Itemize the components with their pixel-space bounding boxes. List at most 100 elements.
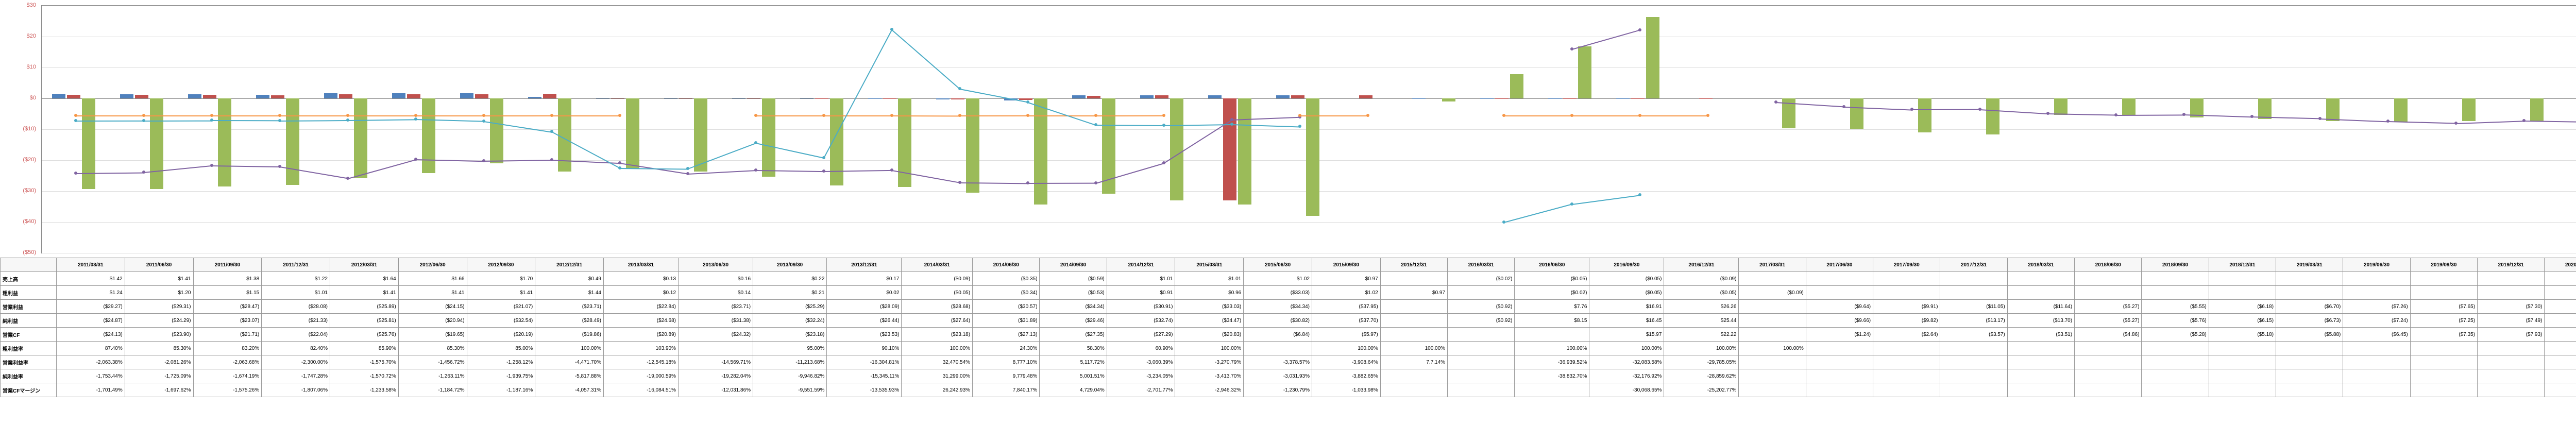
cell — [1448, 383, 1515, 397]
row-header: 売上高 — [1, 272, 57, 286]
cell: ($34.34) — [1244, 300, 1312, 314]
cell: $1.24 — [57, 286, 125, 300]
cell: -1,263.11% — [398, 369, 467, 383]
cell: -16,304.81% — [827, 355, 902, 369]
cell — [2276, 355, 2343, 369]
cell — [2209, 342, 2276, 355]
cell: ($6.15) — [2209, 314, 2276, 328]
cell: ($0.05) — [1589, 272, 1664, 286]
cell — [2478, 286, 2545, 300]
cell: ($24.15) — [398, 300, 467, 314]
cell — [2410, 286, 2477, 300]
cell: -13,535.93% — [827, 383, 902, 397]
col-header: 2015/03/31 — [1175, 258, 1244, 272]
cell: -2,081.26% — [125, 355, 193, 369]
cell: 100.00% — [1312, 342, 1380, 355]
cell: ($3.57) — [1940, 328, 2007, 342]
cell: -19,000.59% — [604, 369, 679, 383]
cell — [2478, 355, 2545, 369]
cell: -1,187.16% — [467, 383, 535, 397]
cell: ($34.47) — [1175, 314, 1244, 328]
cell: ($2.64) — [1873, 328, 1940, 342]
cell: $0.49 — [535, 272, 604, 286]
col-header: 2011/12/31 — [262, 258, 330, 272]
cell: ($9.82) — [1873, 314, 1940, 328]
bar-opinc — [2394, 98, 2408, 122]
cell: -12,545.18% — [604, 355, 679, 369]
cell — [1873, 342, 1940, 355]
cell: -1,939.75% — [467, 369, 535, 383]
cell: ($28.09) — [827, 300, 902, 314]
bar-opinc — [1918, 98, 1931, 132]
col-header: 2012/09/30 — [467, 258, 535, 272]
cell: -30,068.65% — [1589, 383, 1664, 397]
bar-opinc — [490, 98, 503, 163]
cell: ($0.53) — [1040, 286, 1107, 300]
cell — [2007, 286, 2074, 300]
cell: ($1.24) — [1806, 328, 1873, 342]
cell: ($20.83) — [1175, 328, 1244, 342]
cell: ($30.57) — [973, 300, 1040, 314]
cell — [1806, 369, 1873, 383]
cell — [1940, 383, 2007, 397]
cell: $0.17 — [827, 272, 902, 286]
col-header: 2016/03/31 — [1448, 258, 1515, 272]
cell: ($21.07) — [467, 300, 535, 314]
col-header: 2015/09/30 — [1312, 258, 1380, 272]
bar-opinc — [1850, 98, 1863, 129]
bar-opinc — [1578, 46, 1591, 98]
col-header: 2018/12/31 — [2209, 258, 2276, 272]
header-row: 2011/03/312011/06/302011/09/302011/12/31… — [1, 258, 2576, 272]
cell: -3,378.57% — [1244, 355, 1312, 369]
bar-gross — [1087, 96, 1100, 98]
cell: ($0.09) — [1664, 272, 1739, 286]
row-header: 営業CF — [1, 328, 57, 342]
bar-opinc — [422, 98, 435, 173]
cell — [1380, 369, 1447, 383]
col-header: 2017/12/31 — [1940, 258, 2007, 272]
cell: 60.90% — [1107, 342, 1175, 355]
cell — [2343, 383, 2410, 397]
cell: ($25.81) — [330, 314, 399, 328]
cell: ($24.32) — [679, 328, 753, 342]
cell — [2007, 355, 2074, 369]
col-header: 2017/09/30 — [1873, 258, 1940, 272]
cell: ($7.24) — [2343, 314, 2410, 328]
cell — [2478, 369, 2545, 383]
cell: ($23.18) — [753, 328, 827, 342]
bar-gross — [1291, 95, 1304, 98]
bar-opinc — [762, 98, 775, 177]
cell: -15,345.11% — [827, 369, 902, 383]
cell: ($9.64) — [1806, 300, 1873, 314]
cell — [1739, 328, 1806, 342]
cell: ($37.70) — [1312, 314, 1380, 328]
table-row: 営業利益($29.27)($29.31)($28.47)($28.08)($25… — [1, 300, 2576, 314]
cell: ($25.89) — [330, 300, 399, 314]
cell: $1.20 — [125, 286, 193, 300]
cell: $1.64 — [330, 272, 399, 286]
tbody: 売上高$1.42$1.41$1.38$1.22$1.64$1.66$1.70$0… — [1, 272, 2576, 397]
cell: ($25.29) — [753, 300, 827, 314]
row-header: 粗利益率 — [1, 342, 57, 355]
col-header: 2019/06/30 — [2343, 258, 2410, 272]
cell: ($37.95) — [1312, 300, 1380, 314]
cell — [1806, 383, 1873, 397]
bar-sales — [188, 94, 201, 98]
bar-opinc — [2122, 98, 2136, 115]
cell — [2276, 286, 2343, 300]
cell: -16,084.51% — [604, 383, 679, 397]
bar-opinc — [354, 98, 367, 178]
cell: -3,060.39% — [1107, 355, 1175, 369]
cell: 103.90% — [604, 342, 679, 355]
col-header: 2019/09/30 — [2410, 258, 2477, 272]
cell — [1380, 272, 1447, 286]
cell: $7.76 — [1515, 300, 1589, 314]
cell: $0.97 — [1312, 272, 1380, 286]
bar-opinc — [966, 98, 979, 193]
table-row: 営業利益率-2,063.38%-2,081.26%-2,063.68%-2,30… — [1, 355, 2576, 369]
cell — [1806, 272, 1873, 286]
cell: 32,470.54% — [902, 355, 973, 369]
cell: -3,908.64% — [1312, 355, 1380, 369]
cell — [2545, 286, 2576, 300]
cell: $16.45 — [1589, 314, 1664, 328]
